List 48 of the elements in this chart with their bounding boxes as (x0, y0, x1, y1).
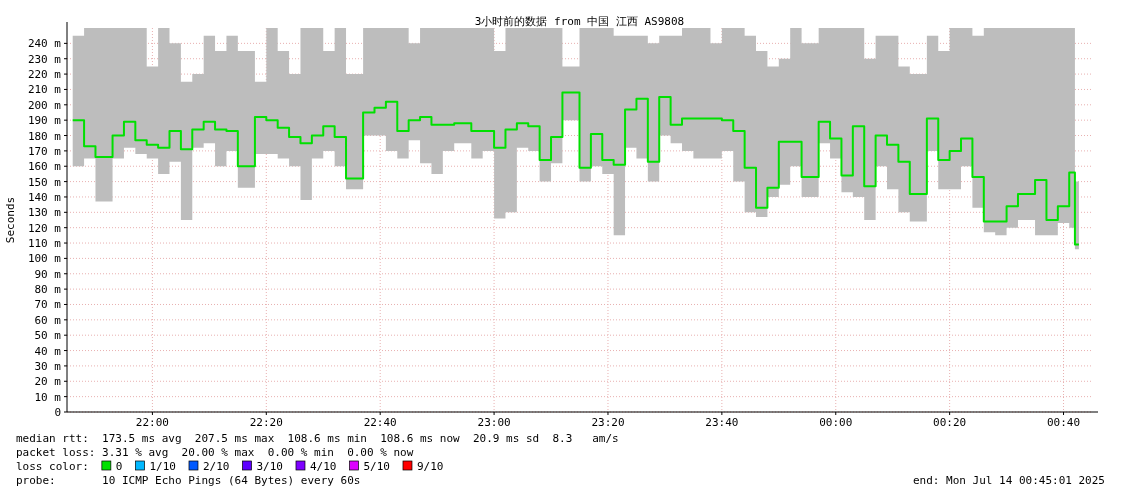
legend-label: 3/10 (256, 460, 283, 473)
y-tick-label: 160 m (27, 160, 62, 174)
y-tick-label: 60 m (34, 313, 62, 327)
y-tick-label: 120 m (27, 221, 62, 235)
legend-label: 1/10 (149, 460, 176, 473)
y-tick-label: 230 m (27, 52, 62, 66)
y-tick-label: 240 m (27, 37, 62, 51)
y-tick-label: 110 m (27, 237, 62, 251)
chart-title: 3小时前的数据 from 中国 江西 AS9808 (474, 15, 685, 28)
y-tick-label: 130 m (27, 206, 62, 220)
y-tick-label: 190 m (27, 114, 62, 128)
x-tick-label: 22:00 (135, 416, 169, 429)
legend-label: 4/10 (309, 460, 337, 473)
y-axis-title: Seconds (4, 196, 17, 244)
y-tick-label: 100 m (27, 252, 62, 266)
legend-label: 9/10 (416, 460, 444, 473)
y-tick-label: 70 m (34, 298, 62, 312)
y-tick-label: 90 m (34, 267, 62, 281)
y-tick-label: 0 (54, 406, 61, 419)
y-tick-label: 220 m (27, 68, 62, 82)
x-tick-label: 00:00 (819, 416, 853, 429)
x-tick-label: 22:20 (249, 416, 283, 429)
y-tick-label: 20 m (34, 375, 62, 389)
legend-label: 5/10 (363, 460, 390, 473)
text: packet loss: 3.31 % avg 20.00 % max 0.00 % min 0.00 % now (16, 446, 414, 459)
y-tick-label: 80 m (34, 283, 62, 297)
y-tick-label: 50 m (34, 329, 62, 343)
legend-label: 2/10 (202, 460, 230, 473)
text: median rtt: 173.5 ms avg 207.5 ms max 108.6 ms min 108.6 ms now 20.9 ms sd 8.3 am/s (16, 432, 619, 445)
x-tick-label: 00:20 (933, 416, 967, 429)
x-tick-label: 23:00 (477, 416, 511, 429)
legend-label: 0 (115, 460, 123, 473)
x-tick-label: 23:40 (705, 416, 739, 429)
x-tick-label: 22:40 (363, 416, 397, 429)
y-tick-label: 10 m (34, 390, 62, 404)
y-tick-label: 170 m (27, 144, 62, 158)
x-tick-label: 23:20 (591, 416, 625, 429)
y-tick-label: 200 m (27, 98, 62, 112)
x-tick-label: 00:40 (1046, 416, 1081, 429)
y-tick-label: 180 m (27, 129, 62, 143)
legend-title: loss color: (16, 460, 89, 473)
text: end: Mon Jul 14 00:45:01 2025 (912, 474, 1105, 487)
y-tick-label: 30 m (34, 359, 62, 373)
y-tick-label: 210 m (27, 83, 62, 97)
text: probe: 10 ICMP Echo Pings (64 Bytes) every 60s (16, 474, 361, 487)
y-tick-label: 150 m (27, 175, 62, 189)
y-tick-label: 140 m (27, 190, 62, 204)
y-tick-label: 40 m (34, 344, 62, 358)
